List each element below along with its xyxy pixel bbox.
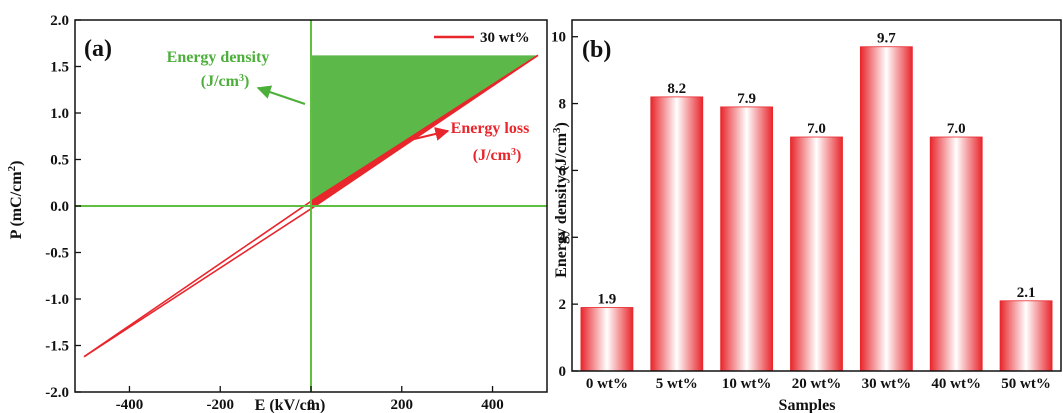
bar-value-label: 2.1 [1017,285,1036,301]
bar-50wt [1000,301,1052,371]
x-category-label: 40 wt% [931,376,981,392]
panel-a-pe-loop-chart: -400 -200 0 200 400-2.0-1.5-1.0-0.50.00.51.0… [6,13,547,413]
x-tick-label: -400 [116,397,144,413]
energy-density-arrow [258,88,305,104]
bar-value-label: 7.0 [807,121,826,137]
x-category-label: 30 wt% [862,376,912,392]
panel-a-y-axis-label: P (mC/cm2) [6,161,25,240]
x-category-label: 5 wt% [656,376,698,392]
y-tick-label: 2 [559,297,567,313]
x-category-label: 50 wt% [1001,376,1051,392]
panel-b-x-axis-label: Samples [779,397,836,413]
energy-loss-annotation: Energy loss [451,120,530,137]
x-category-label: 10 wt% [722,376,772,392]
x-tick-label: -200 [206,397,234,413]
x-tick-label: 400 [481,397,504,413]
y-tick-label: 10 [551,30,566,46]
y-tick-label: -1.0 [45,292,69,308]
bar-value-label: 7.0 [947,121,966,137]
x-category-label: 20 wt% [792,376,842,392]
x-tick-label: 200 [391,397,414,413]
panel-b-label: (b) [582,37,611,63]
bar-0wt [581,307,633,371]
panel-a-x-axis-label: E (kV/cm) [255,397,326,413]
panel-b-y-axis-label: Energy density (J/cm3) [551,122,570,278]
y-tick-label: 0.5 [50,153,69,169]
panel-a-label: (a) [84,36,112,62]
bar-30wt [860,47,912,371]
bar-value-label: 8.2 [667,81,686,97]
energy-loss-unit: (J/cm3) [473,147,522,165]
bar-value-label: 9.7 [877,31,896,47]
y-tick-label: 2.0 [50,13,69,29]
bar-series [581,47,1052,371]
y-tick-label: 0.0 [50,199,69,215]
panel-b-bar-chart: 1.98.27.97.09.77.02.1 0 wt% 5 wt% 10 wt% 20… [551,20,1061,413]
y-tick-label: 1.0 [50,106,69,122]
legend: 30 wt% [434,30,530,46]
y-tick-label: -1.5 [45,339,69,355]
bar-value-label: 7.9 [737,91,756,107]
y-tick-label: 0 [559,364,567,380]
y-tick-label: 8 [559,97,567,113]
bar-10wt [721,107,773,371]
energy-density-unit: (J/cm3) [201,73,250,91]
legend-label-30wt: 30 wt% [480,30,530,46]
bar-40wt [930,137,982,371]
y-tick-label: -2.0 [45,385,69,401]
x-category-label: 0 wt% [586,376,628,392]
y-tick-label: -0.5 [45,246,69,262]
bar-5wt [651,97,703,371]
energy-density-annotation: Energy density [167,49,270,66]
y-tick-label: 1.5 [50,60,69,76]
bar-20wt [791,137,843,371]
bar-value-label: 1.9 [598,291,617,307]
